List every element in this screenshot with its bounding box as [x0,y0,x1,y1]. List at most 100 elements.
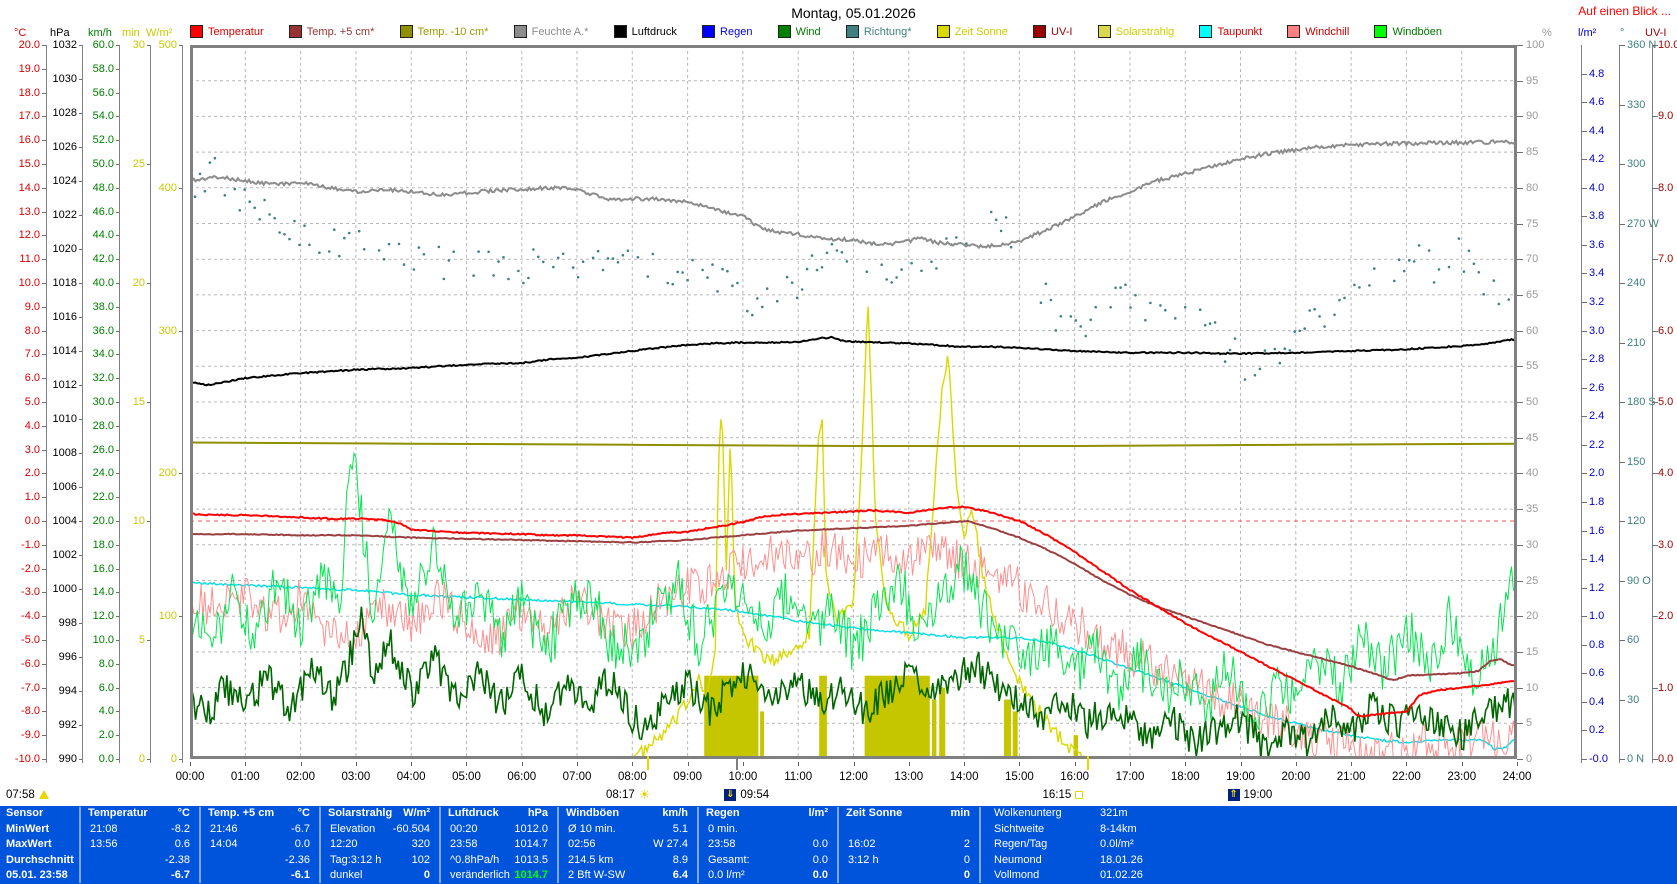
x-axis-label: 03:00 [335,771,377,783]
info-value: 18.01.26 [1100,853,1143,869]
axis-tick-label: 1.0 [0,491,40,503]
axis-tick [1517,366,1523,367]
info-label: Neumond [994,853,1042,869]
x-axis-tick [798,762,799,766]
flag-up-time: ⇑19:00 [1228,787,1273,802]
axis-tick [116,354,119,355]
axis-tick [1619,700,1625,701]
table-cell-value: W 27.4 [558,837,688,853]
axis-tick-label: -4.0 [0,610,40,622]
axis-tick-label: 990 [35,753,77,765]
axis-tick [1517,509,1523,510]
table-cell-value: 0.0 [698,837,828,853]
axis-tick [1581,588,1587,589]
axis-tick [1517,331,1523,332]
axis-tick-label: 17.0 [0,110,40,122]
axis-tick-label: 5 [1526,717,1572,729]
legend-color-swatch [614,25,627,38]
info-label: Wolkenunterg [994,806,1062,822]
x-axis-label: 01:00 [224,771,266,783]
axis-tick [42,93,46,94]
x-axis-tick [1517,762,1518,766]
x-axis-tick [1406,762,1407,766]
axis-tick [1619,581,1625,582]
axis-tick-label: 1.4 [1589,553,1635,565]
legend-item-0: Temperatur [190,25,264,38]
legend-item-label: Windböen [1392,26,1442,38]
axis-tick [116,212,119,213]
axis-tick-label: 2.0 [1658,610,1677,622]
axis-tick-label: 15 [1526,646,1572,658]
axis-tick [1581,331,1587,332]
axis-tick-label: 15.0 [0,158,40,170]
table-cell-value: 5.1 [558,822,688,838]
axis-tick-label: 0.0 [0,515,40,527]
axis-tick-label: 3.6 [1589,239,1635,251]
axis-tick [1581,502,1587,503]
axis-header-minutes: min [122,27,140,39]
axis-tick [1517,652,1523,653]
axis-tick-label: 6.0 [0,372,40,384]
axis-tick [42,664,46,665]
table-cell-value: -2.38 [80,853,190,869]
axis-tick-label: 3.0 [1589,325,1635,337]
flag-up-label: 19:00 [1244,789,1273,801]
x-axis-tick [301,762,302,766]
table-cell-value: 0 [838,868,970,884]
axis-line [1581,45,1582,763]
table-cell-value: 0 [838,853,970,869]
weather-station-day-chart: Montag, 05.01.2026 Auf einen Blick ... T… [0,0,1677,884]
legend-item-label: Richtung* [864,26,912,38]
axis-tick [1619,343,1625,344]
axis-tick-label: 75 [1526,218,1572,230]
axis-tick-label: 5.0 [1658,396,1677,408]
legend-item-label: Temp. +5 cm* [307,26,375,38]
legend-color-swatch [1199,25,1212,38]
x-axis-label: 09:00 [667,771,709,783]
sunrise-icon [39,790,49,799]
axis-header-wm2: W/m² [146,27,172,39]
axis-tick [1517,402,1523,403]
axis-tick-label: 25 [1526,575,1572,587]
info-label: Regen/Tag [994,837,1047,853]
stats-table: SensorMinWertMaxWertDurchschnitt05.01. 2… [0,806,1677,884]
axis-tick [1517,688,1523,689]
axis-tick-label: 12.0 [72,610,114,622]
axis-tick [116,116,119,117]
axis-tick-label: 0 [1526,753,1572,765]
x-axis-tick [743,762,744,766]
axis-tick [1619,45,1625,46]
axis-tick-label: 20 [1526,610,1572,622]
axis-tick-label: 14.0 [72,586,114,598]
legend-color-swatch [400,25,413,38]
axis-tick [79,317,82,318]
table-col-unit: min [838,806,970,822]
legend-item-label: Temp. -10 cm* [418,26,489,38]
axis-tick-label: 1022 [35,209,77,221]
axis-tick-label: 18.0 [72,539,114,551]
axis-tick [179,473,182,474]
axis-tick-label: 4.0 [1658,467,1677,479]
axis-tick [1581,531,1587,532]
table-col-unit: W/m² [320,806,430,822]
table-cell-value: 0.0 [698,868,828,884]
legend-color-swatch [1098,25,1111,38]
axis-tick [179,616,182,617]
axis-tick [116,616,119,617]
page-title: Montag, 05.01.2026 [190,5,1517,21]
axis-tick [1581,131,1587,132]
axis-tick [1517,224,1523,225]
x-axis-label: 02:00 [280,771,322,783]
axis-tick [79,725,82,726]
axis-tick [116,735,119,736]
axis-tick-label: 16.0 [0,134,40,146]
axis-tick [147,402,150,403]
table-cell-value: 1014.7 [440,837,548,853]
axis-tick [116,473,119,474]
quick-look-link[interactable]: Auf einen Blick ... [1578,4,1671,18]
axis-tick [179,45,182,46]
table-cell-value: 0.6 [80,837,190,853]
axis-tick-label: 1.0 [1658,682,1677,694]
table-separator [979,807,981,883]
legend-item-7: Richtung* [846,25,912,38]
